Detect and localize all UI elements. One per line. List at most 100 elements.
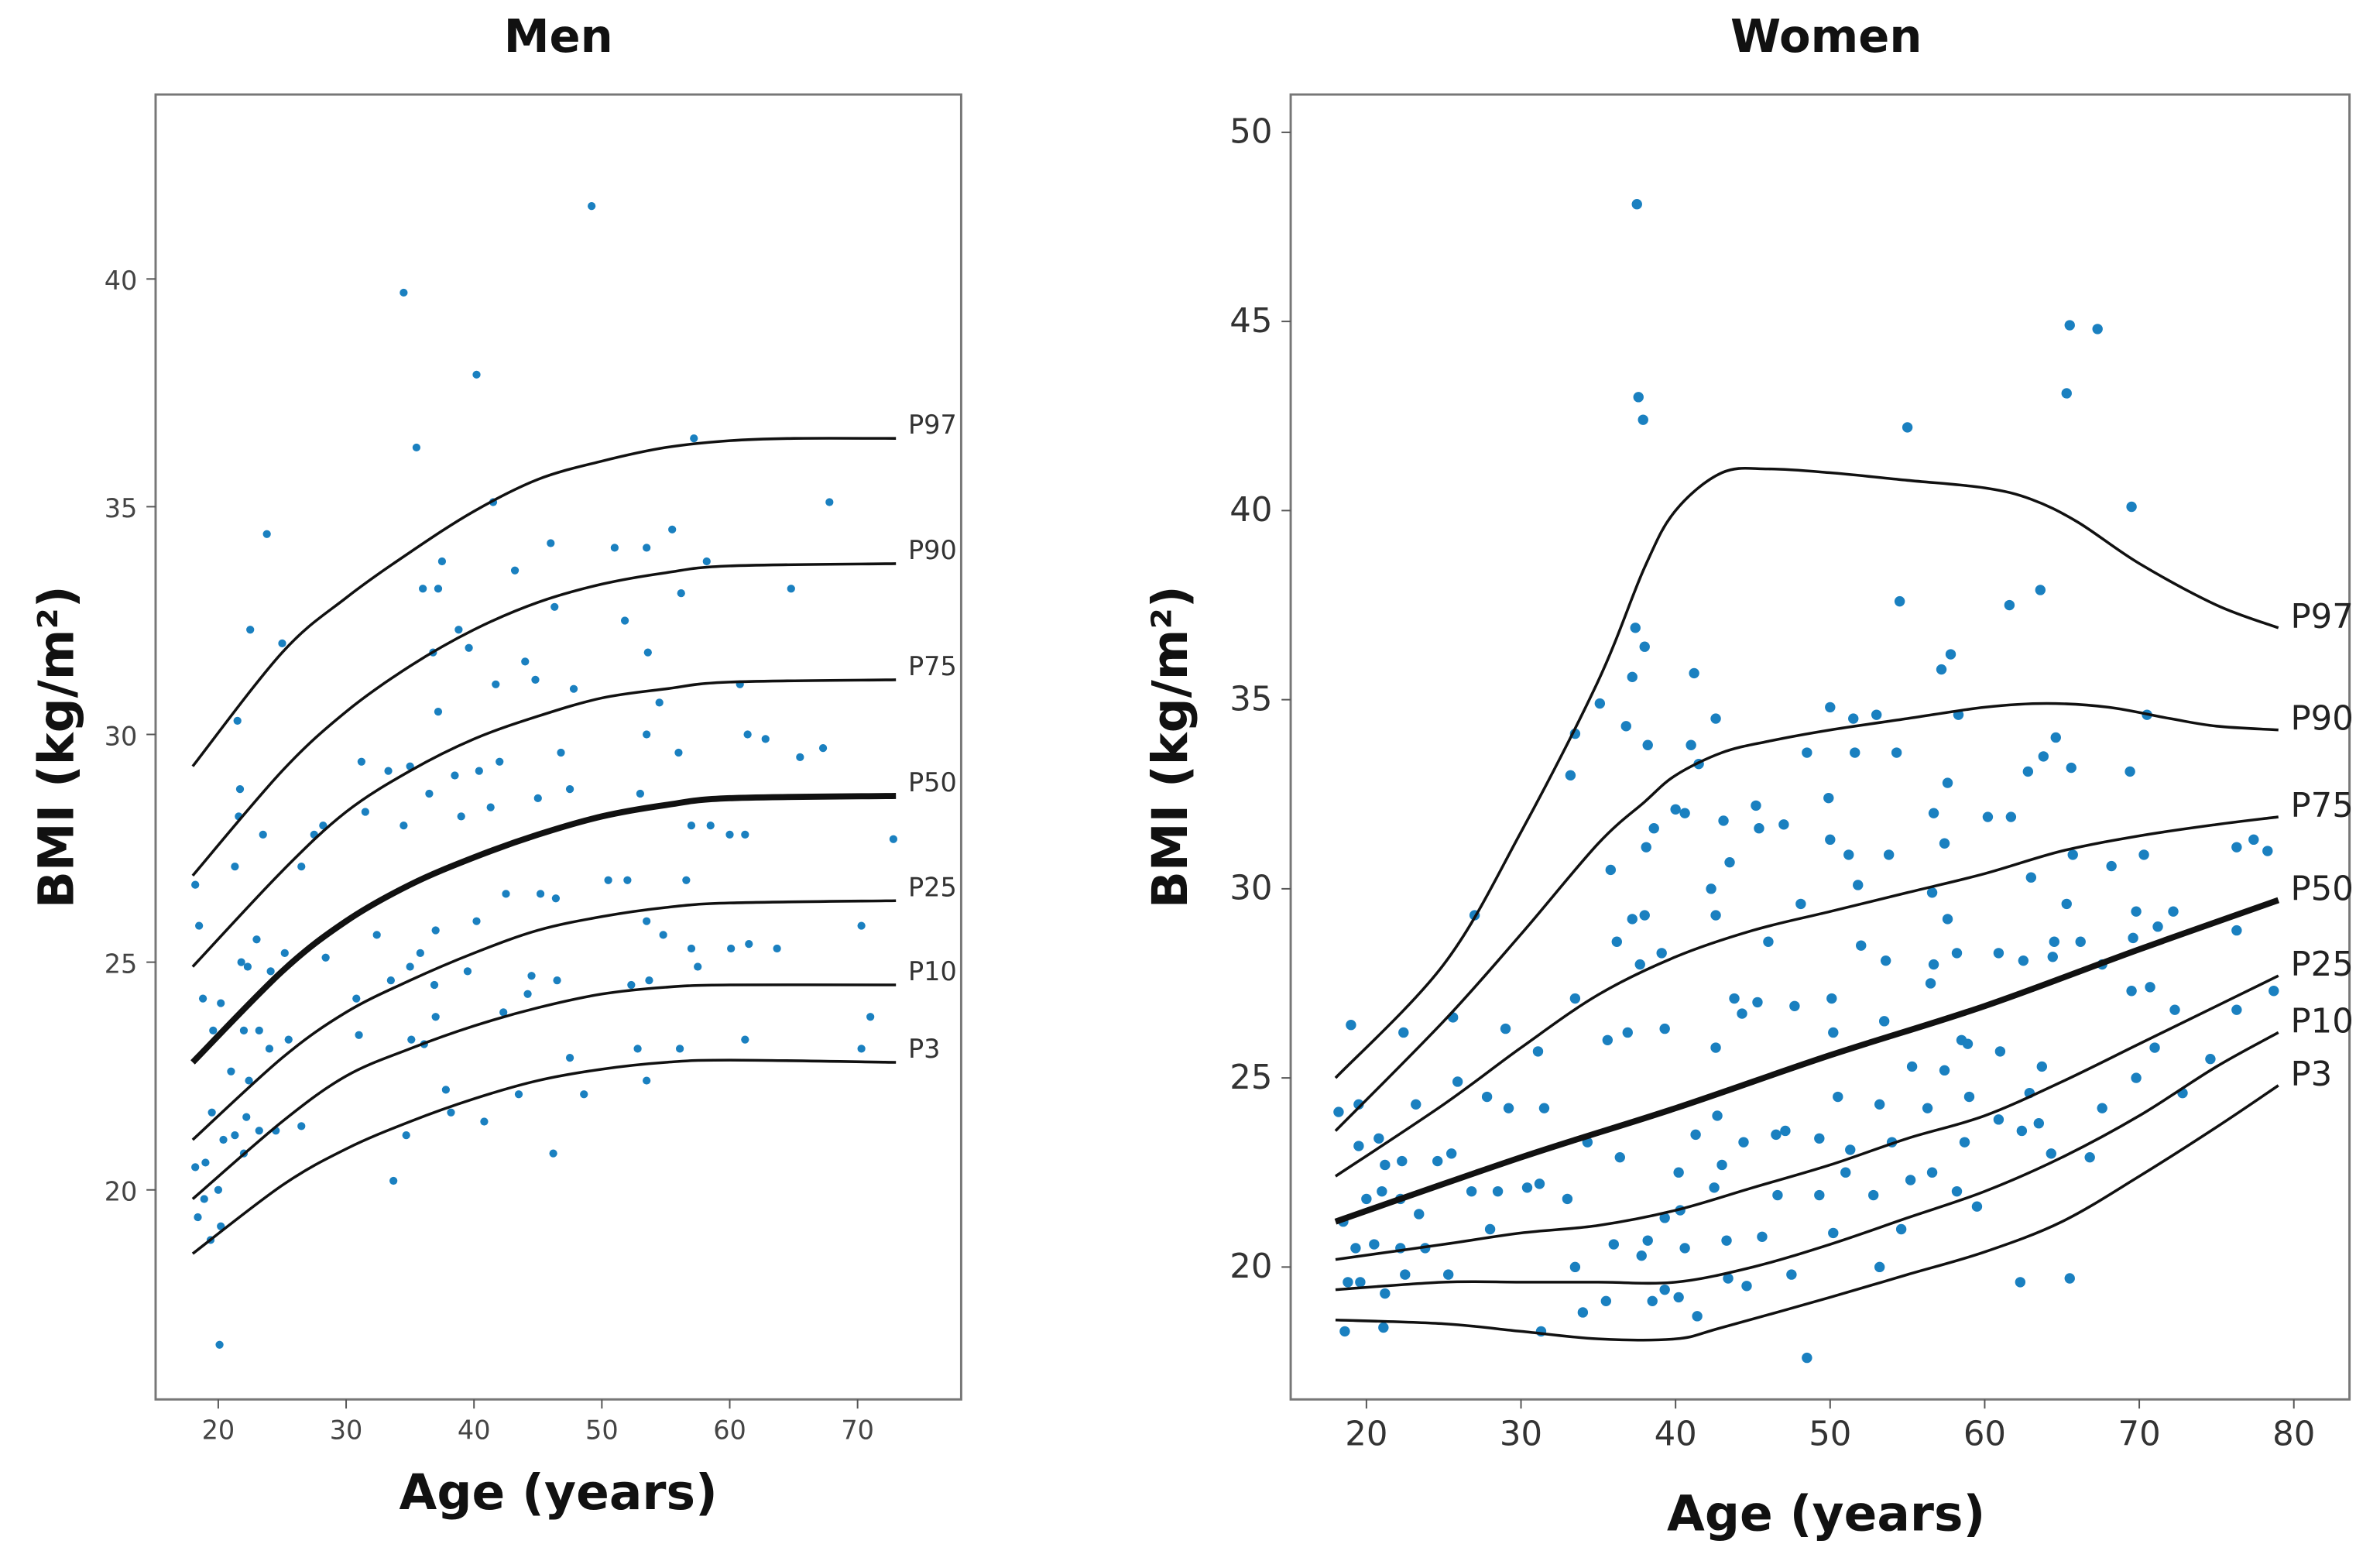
- data-point: [2025, 872, 2037, 883]
- data-point: [1994, 1046, 2006, 1057]
- data-point: [1878, 1016, 1890, 1027]
- percentile-label: P50: [908, 767, 957, 798]
- data-point: [1936, 664, 1947, 675]
- data-point: [1853, 880, 1864, 890]
- data-point: [406, 962, 414, 971]
- data-point: [1737, 1008, 1747, 1019]
- data-point: [588, 202, 596, 211]
- data-point: [372, 931, 381, 939]
- data-point: [1902, 422, 1913, 433]
- data-point: [1843, 849, 1854, 860]
- data-point: [235, 784, 245, 794]
- x-tick-label: 70: [2118, 1415, 2160, 1453]
- data-point: [2248, 834, 2259, 846]
- data-point: [1492, 1185, 1504, 1197]
- data-point: [825, 498, 834, 506]
- y-tick-label: 30: [105, 721, 138, 751]
- data-point: [1627, 671, 1638, 683]
- data-point: [1925, 978, 1936, 989]
- data-point: [1647, 1295, 1658, 1307]
- data-point: [431, 1013, 440, 1021]
- x-tick-label: 40: [1655, 1415, 1697, 1453]
- data-point: [1642, 1235, 1653, 1246]
- data-point: [430, 980, 439, 990]
- percentile-curve-p10: [1335, 1031, 2279, 1292]
- data-point: [1569, 1261, 1581, 1273]
- data-point: [1673, 1167, 1684, 1178]
- data-point: [1353, 1141, 1364, 1151]
- data-point: [565, 784, 574, 794]
- data-point: [1622, 1027, 1633, 1038]
- data-point: [1686, 739, 1696, 750]
- data-point: [1614, 1151, 1625, 1163]
- data-point: [2145, 982, 2155, 993]
- data-point: [2125, 766, 2135, 777]
- data-point: [761, 735, 770, 743]
- data-point: [677, 589, 685, 598]
- data-point: [1484, 1223, 1496, 1235]
- data-point: [2097, 1103, 2107, 1113]
- x-tick-label: 60: [713, 1415, 746, 1446]
- percentile-curve-p25: [191, 899, 897, 1141]
- data-point: [1928, 808, 1939, 818]
- y-tick-label: 20: [105, 1177, 138, 1207]
- data-point: [278, 639, 286, 647]
- data-point: [437, 557, 447, 566]
- data-point: [217, 999, 225, 1007]
- data-point: [266, 967, 275, 976]
- data-point: [201, 1158, 210, 1167]
- data-point: [687, 944, 696, 953]
- data-point: [1706, 883, 1716, 894]
- data-point: [1648, 823, 1659, 834]
- data-point: [2205, 1053, 2216, 1065]
- data-point: [1945, 649, 1956, 660]
- data-point: [1802, 747, 1812, 758]
- data-point: [1565, 770, 1576, 781]
- data-point: [655, 698, 664, 707]
- data-point: [1639, 641, 1650, 652]
- data-point: [1659, 1213, 1670, 1223]
- data-point: [486, 803, 495, 811]
- data-point: [284, 1035, 293, 1044]
- y-axis-label: BMI (kg/m²): [29, 585, 85, 908]
- percentile-curve-p3: [1335, 1084, 2279, 1342]
- percentile-curve-p97: [1334, 466, 2279, 1079]
- data-point: [1641, 842, 1651, 853]
- data-point: [674, 748, 683, 757]
- data-point: [1659, 1284, 1670, 1295]
- data-point: [480, 1117, 489, 1126]
- x-tick-label: 40: [458, 1415, 491, 1446]
- data-point: [2004, 599, 2015, 611]
- data-point: [2016, 1125, 2028, 1137]
- data-point: [2231, 925, 2242, 936]
- data-point: [2106, 860, 2117, 872]
- data-point: [297, 862, 306, 871]
- percentile-curve-p10: [191, 983, 897, 1200]
- data-point: [2005, 811, 2017, 822]
- data-point: [2092, 324, 2103, 334]
- data-point: [227, 1067, 235, 1076]
- data-point: [245, 1076, 253, 1085]
- percentile-curve-p3: [191, 1058, 897, 1255]
- percentile-curve-p90: [1334, 702, 2279, 1132]
- data-point: [687, 822, 696, 830]
- data-point: [1926, 1167, 1938, 1178]
- data-point: [627, 980, 636, 990]
- data-point: [1922, 1103, 1933, 1113]
- data-point: [643, 917, 651, 925]
- data-point: [636, 789, 645, 798]
- data-point: [1840, 1167, 1851, 1178]
- data-point: [472, 917, 481, 925]
- data-point: [1445, 1148, 1457, 1159]
- data-point: [557, 748, 565, 757]
- data-point: [2269, 986, 2279, 997]
- data-point: [1883, 849, 1895, 860]
- data-point: [209, 1026, 218, 1034]
- percentile-label: P50: [2291, 870, 2354, 909]
- data-point: [1361, 1193, 1372, 1205]
- data-point: [1874, 1099, 1885, 1110]
- data-point: [1689, 667, 1699, 679]
- data-point: [1778, 819, 1789, 830]
- x-tick-label: 30: [1500, 1415, 1542, 1453]
- data-point: [194, 1213, 202, 1222]
